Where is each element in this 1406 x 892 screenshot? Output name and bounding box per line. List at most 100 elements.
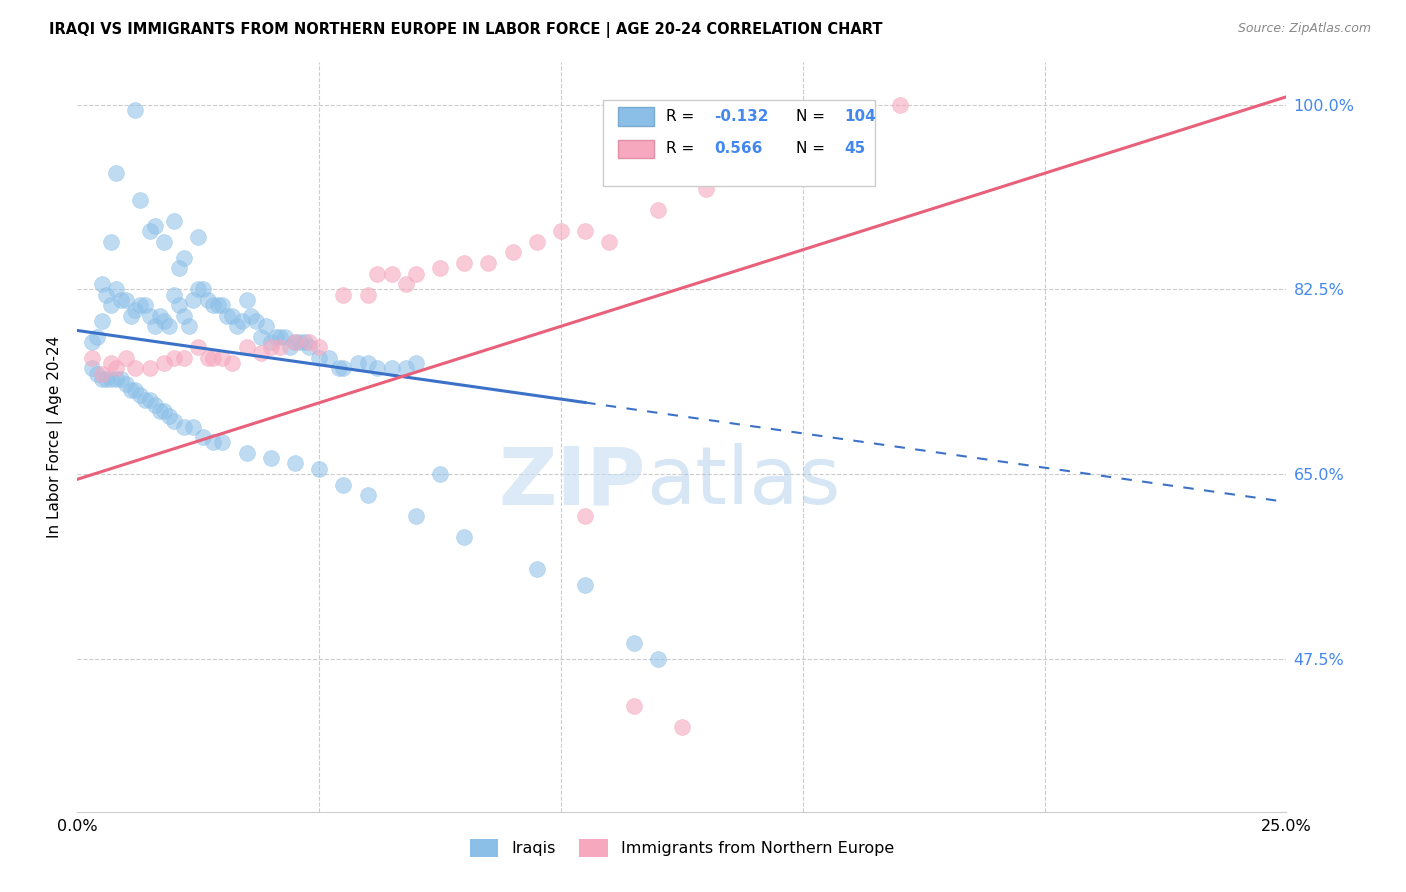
Point [157,319,180,334]
Point [80,361,103,376]
Point [308,461,330,475]
Point [453,530,475,544]
Point [453,256,475,270]
Point [173,351,195,365]
Point [153,403,176,417]
Point [381,267,404,281]
Point [211,435,233,450]
Point [110,372,132,386]
Point [197,293,219,307]
Point [114,377,136,392]
Text: IRAQI VS IMMIGRANTS FROM NORTHERN EUROPE IN LABOR FORCE | AGE 20-24 CORRELATION : IRAQI VS IMMIGRANTS FROM NORTHERN EUROPE… [49,22,883,38]
Point [173,251,195,265]
Point [366,361,388,376]
Point [143,219,166,233]
Point [318,351,340,365]
Point [129,193,152,207]
Point [201,351,224,365]
Point [260,340,283,354]
Point [298,335,321,350]
Point [100,356,122,370]
Point [574,578,596,592]
Point [647,203,669,218]
Point [197,351,219,365]
Point [647,651,669,665]
Point [217,309,239,323]
Point [284,335,307,350]
Point [381,361,404,376]
Bar [603,100,876,186]
Text: Source: ZipAtlas.com: Source: ZipAtlas.com [1237,22,1371,36]
Point [90,367,112,381]
Point [201,435,224,450]
Point [129,388,152,402]
Point [148,403,170,417]
Point [163,213,186,227]
Point [284,457,307,471]
Point [110,293,132,307]
Y-axis label: In Labor Force | Age 20-24: In Labor Force | Age 20-24 [48,336,63,538]
Text: R =: R = [666,109,699,124]
Point [294,335,316,350]
Point [187,282,209,296]
Point [114,293,136,307]
Point [889,97,911,112]
Point [250,330,273,344]
Point [526,235,548,249]
Point [139,393,162,408]
Point [264,330,287,344]
Text: N =: N = [796,109,830,124]
Point [134,393,156,408]
Point [240,309,263,323]
Point [226,319,249,334]
Point [395,361,418,376]
Text: R =: R = [666,141,699,156]
Point [80,351,103,365]
Point [308,340,330,354]
Point [356,287,378,301]
Point [332,361,354,376]
Point [598,235,620,249]
Point [550,224,572,238]
Point [429,261,451,276]
Point [332,287,354,301]
Point [139,309,162,323]
Point [366,267,388,281]
Point [308,351,330,365]
Point [278,340,301,354]
Point [191,282,214,296]
Point [167,298,190,312]
Point [328,361,350,376]
Point [695,182,717,196]
Text: 104: 104 [844,109,876,124]
Point [235,446,257,460]
Point [574,224,596,238]
Point [183,293,205,307]
Point [356,356,378,370]
Point [96,287,118,301]
Point [201,298,224,312]
Point [139,224,162,238]
Point [177,319,200,334]
Point [250,345,273,359]
Point [191,430,214,444]
Point [105,166,128,180]
Point [124,361,146,376]
Point [143,319,166,334]
Point [80,335,103,350]
Point [163,351,186,365]
Point [105,361,128,376]
Point [100,372,122,386]
Point [260,451,283,466]
Point [148,309,170,323]
Bar [617,140,654,159]
Point [129,298,152,312]
Point [114,351,136,365]
Text: 0.566: 0.566 [714,141,763,156]
Point [429,467,451,481]
Point [332,477,354,491]
Point [356,488,378,502]
Point [405,509,427,524]
Point [298,340,321,354]
Point [173,309,195,323]
